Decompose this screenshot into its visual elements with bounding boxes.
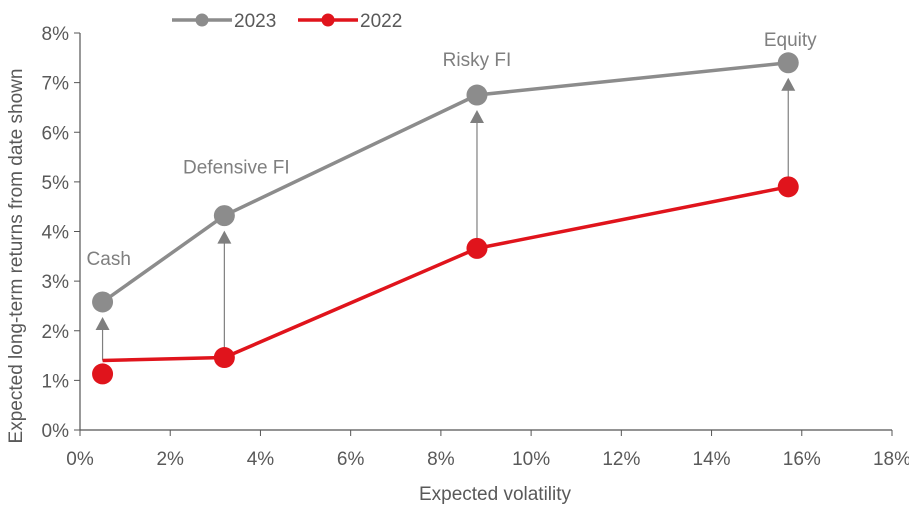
category-label: Cash (87, 249, 131, 270)
x-tick-label: 8% (427, 449, 455, 470)
data-point-2022 (777, 176, 799, 198)
data-point-2022 (213, 347, 235, 369)
y-tick-label: 3% (42, 272, 70, 293)
legend-label: 2023 (234, 11, 276, 32)
y-tick-label: 8% (42, 24, 70, 45)
x-tick-label: 2% (156, 449, 184, 470)
x-tick-label: 14% (693, 449, 731, 470)
legend-swatch-marker (321, 13, 335, 27)
data-point-2023 (92, 291, 114, 313)
data-point-2023 (213, 205, 235, 227)
x-tick-label: 12% (602, 449, 640, 470)
x-tick-label: 4% (247, 449, 275, 470)
x-tick-label: 16% (783, 449, 821, 470)
change-arrows (95, 77, 796, 361)
x-tick-label: 0% (66, 449, 94, 470)
category-label: Defensive FI (183, 158, 290, 179)
y-tick-label: 7% (42, 74, 70, 95)
category-label: Risky FI (443, 50, 512, 71)
change-arrow-head (217, 230, 232, 244)
legend-label: 2022 (360, 11, 402, 32)
change-arrow-head (469, 110, 484, 124)
y-axis-label: Expected long-term returns from date sho… (6, 69, 27, 444)
y-tick-label: 4% (42, 223, 70, 244)
data-point-2022 (92, 363, 114, 385)
series-line-2023 (101, 61, 789, 304)
data-point-2022 (466, 237, 488, 259)
change-arrow-head (95, 316, 110, 330)
x-tick-label: 18% (873, 449, 909, 470)
series-line-2022 (102, 185, 789, 363)
x-tick-label: 6% (337, 449, 365, 470)
legend-swatch-marker (195, 13, 209, 27)
category-labels: Cash Defensive FI Risky FI Equity (87, 30, 818, 270)
y-tick-label: 0% (42, 421, 70, 442)
data-point-2023 (466, 84, 488, 106)
data-point-2023 (777, 52, 799, 74)
category-label: Equity (764, 30, 817, 51)
legend: 2023 2022 (172, 11, 402, 32)
y-tick-label: 1% (42, 371, 70, 392)
change-arrow-head (781, 77, 796, 91)
series-lines (92, 52, 799, 385)
x-axis-label: Expected volatility (419, 484, 572, 505)
y-tick-label: 6% (42, 123, 70, 144)
y-tick-label: 2% (42, 322, 70, 343)
y-tick-label: 5% (42, 173, 70, 194)
x-tick-label: 10% (512, 449, 550, 470)
axes: 0% 2% 4% 6% 8% 10% 12% 14% 16% 18% 0% 1% 2% 3% 4% 5% 6% 7… (42, 24, 909, 470)
